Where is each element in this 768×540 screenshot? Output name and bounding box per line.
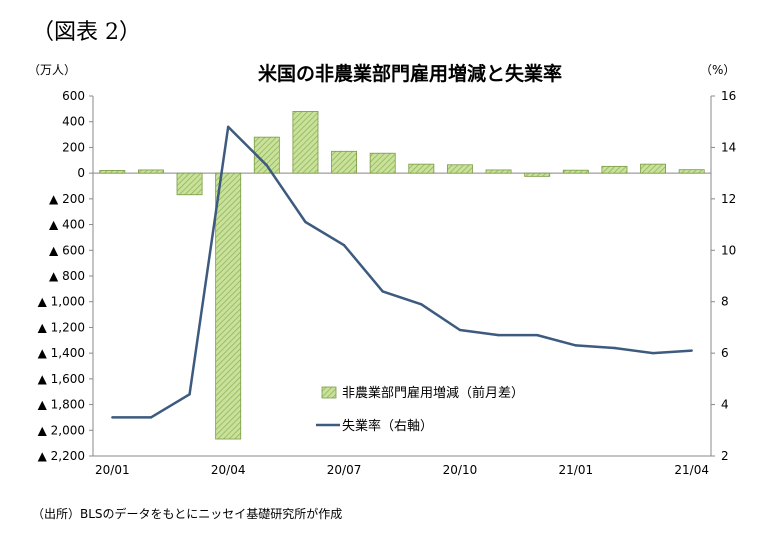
x-tick-label: 20/04: [211, 463, 246, 477]
unemployment-point: [111, 416, 114, 419]
unemployment-point: [458, 328, 462, 332]
left-tick-label: ▲ 1,200: [38, 320, 85, 334]
x-tick-label: 21/01: [559, 463, 594, 477]
bar: [446, 164, 473, 174]
unemployment-point: [497, 333, 500, 337]
chart-title: 米国の非農業部門雇用増減と失業率: [258, 62, 562, 85]
left-tick-label: ▲ 400: [49, 218, 85, 232]
bar: [562, 169, 589, 174]
unemployment-point: [613, 346, 616, 350]
left-tick-label: ▲ 600: [49, 243, 85, 257]
bar: [137, 169, 164, 174]
unemployment-point: [226, 125, 230, 129]
unemployment-point: [304, 220, 307, 224]
bar: [601, 165, 628, 174]
right-tick-label: 16: [721, 89, 736, 103]
x-tick-label: 20/01: [95, 463, 130, 477]
right-tick-label: 14: [721, 140, 736, 154]
bar: [640, 163, 667, 174]
right-tick-label: 2: [721, 449, 729, 463]
unemployment-point: [381, 290, 384, 293]
unemployment-point: [149, 416, 153, 419]
left-tick-label: 600: [62, 89, 85, 103]
unemployment-point: [342, 243, 346, 247]
unemployment-point: [574, 344, 578, 347]
unemployment-point: [651, 351, 655, 355]
left-tick-label: ▲ 1,600: [38, 372, 85, 386]
source-note: （出所）BLSのデータをもとにニッセイ基礎研究所が作成: [32, 507, 343, 521]
unemployment-line: [112, 125, 692, 419]
unemployment-point: [188, 393, 191, 396]
bar: [331, 150, 358, 174]
left-tick-label: ▲ 1,000: [38, 295, 85, 309]
unemployment-point: [420, 303, 423, 306]
left-tick-label: ▲ 2,000: [38, 423, 85, 437]
left-axis-unit: （万人）: [28, 63, 76, 77]
left-tick-label: 400: [62, 115, 85, 129]
left-tick-label: ▲ 800: [49, 269, 85, 283]
unemployment-point: [535, 333, 539, 337]
right-tick-label: 4: [721, 398, 729, 412]
right-axis-unit: （%）: [700, 63, 735, 77]
bar: [485, 169, 512, 174]
bar: [408, 163, 435, 174]
left-tick-label: ▲ 1,800: [38, 398, 85, 412]
right-tick-label: 6: [721, 346, 729, 360]
bar: [678, 169, 705, 174]
bar: [176, 172, 203, 196]
bar: [99, 170, 126, 174]
unemployment-point: [265, 164, 269, 167]
bar: [215, 172, 242, 440]
left-tick-label: ▲ 1,400: [38, 346, 85, 360]
left-tick-label: ▲ 2,200: [38, 449, 85, 463]
bar: [292, 111, 319, 174]
bar: [253, 136, 280, 174]
bar: [369, 152, 396, 174]
right-tick-label: 8: [721, 295, 729, 309]
x-tick-label: 21/04: [674, 463, 709, 477]
figure-label: （図表 2）: [32, 20, 141, 45]
x-tick-label: 20/07: [327, 463, 362, 477]
legend: 非農業部門雇用増減（前月差） 失業率（右軸）: [316, 385, 524, 434]
legend-line-label: 失業率（右軸）: [342, 418, 433, 434]
unemployment-point: [690, 349, 693, 352]
legend-bar-label: 非農業部門雇用増減（前月差）: [342, 385, 524, 401]
bar: [524, 172, 551, 177]
left-tick-label: 0: [77, 166, 85, 180]
left-tick-label: ▲ 200: [49, 192, 85, 206]
legend-bar-swatch: [321, 386, 337, 399]
right-tick-label: 12: [721, 192, 736, 206]
left-tick-label: 200: [62, 140, 85, 154]
right-tick-label: 10: [721, 243, 736, 257]
x-tick-label: 20/10: [443, 463, 478, 477]
